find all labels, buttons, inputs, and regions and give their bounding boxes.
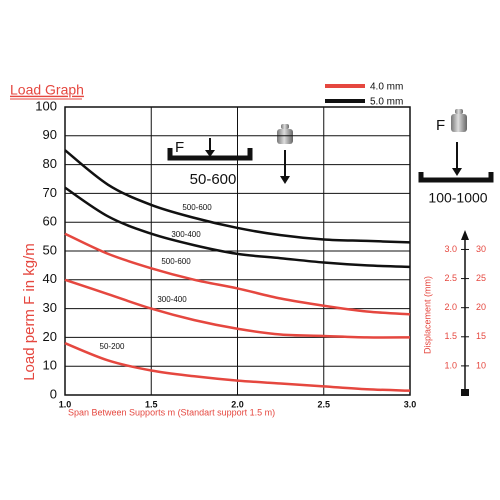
arrowhead (452, 168, 462, 176)
y-tick-label: 60 (43, 214, 57, 229)
x-tick-label: 1.0 (59, 399, 72, 409)
tick-label: 30 (476, 244, 486, 254)
weight-icon (451, 109, 467, 132)
force-label-left: F (175, 139, 184, 156)
series-line (64, 186, 411, 269)
tick-label: 2.5 (444, 273, 457, 283)
y-tick-label: 100 (35, 98, 57, 113)
y-axis-title: Load perm F in kg/m (21, 243, 38, 381)
tray-right (418, 172, 494, 183)
y-tick-label: 0 (50, 386, 57, 401)
tick-label: 25 (476, 273, 486, 283)
series-line (64, 341, 411, 392)
x-tick-label: 2.0 (231, 399, 244, 409)
series-line (64, 278, 411, 339)
tick-label: 20 (476, 302, 486, 312)
range-label-left: 50-600 (190, 171, 237, 188)
series-line (64, 232, 411, 316)
force-label-right: F (436, 117, 445, 134)
tick-label: 3.0 (444, 244, 457, 254)
tray-left (167, 148, 253, 161)
y-tick-label: 10 (43, 358, 57, 373)
y-tick-label: 80 (43, 156, 57, 171)
y-tick-label: 90 (43, 127, 57, 142)
x-tick-label: 3.0 (404, 399, 417, 409)
curve-label: 500-600 (161, 257, 191, 266)
tick-label: 10 (476, 360, 486, 370)
chart-title: Load Graph (10, 82, 84, 98)
y-tick-label: 20 (43, 329, 57, 344)
y-tick-label: 30 (43, 300, 57, 315)
curve-label: 500-600 (182, 203, 212, 212)
arrowhead (461, 230, 469, 240)
arrowhead (205, 150, 215, 157)
tick-label: 2.0 (444, 302, 457, 312)
y-tick-label: 50 (43, 242, 57, 257)
tick-label: 15 (476, 331, 486, 341)
tick-label: 1.0 (444, 360, 457, 370)
range-label-right: 100-1000 (428, 190, 487, 206)
series-line (64, 149, 411, 244)
x-tick-label: 1.5 (145, 399, 158, 409)
x-tick-label: 2.5 (317, 399, 330, 409)
arrowhead (280, 176, 290, 184)
tick-label: 1.5 (444, 331, 457, 341)
curve-label: 50-200 (100, 342, 125, 351)
y-tick-label: 40 (43, 271, 57, 286)
plot-frame (64, 106, 411, 396)
curve-label: 300-400 (157, 295, 187, 304)
legend-label: 5.0 mm (370, 97, 403, 108)
weight-icon (277, 124, 293, 144)
x-axis-title: Span Between Supports m (Standart suppor… (68, 407, 275, 417)
y-tick-label: 70 (43, 185, 57, 200)
curve-label: 300-400 (171, 230, 201, 239)
displacement-title: Displacement (mm) (422, 276, 432, 354)
axis-end (461, 389, 469, 396)
legend-label: 4.0 mm (370, 82, 403, 93)
